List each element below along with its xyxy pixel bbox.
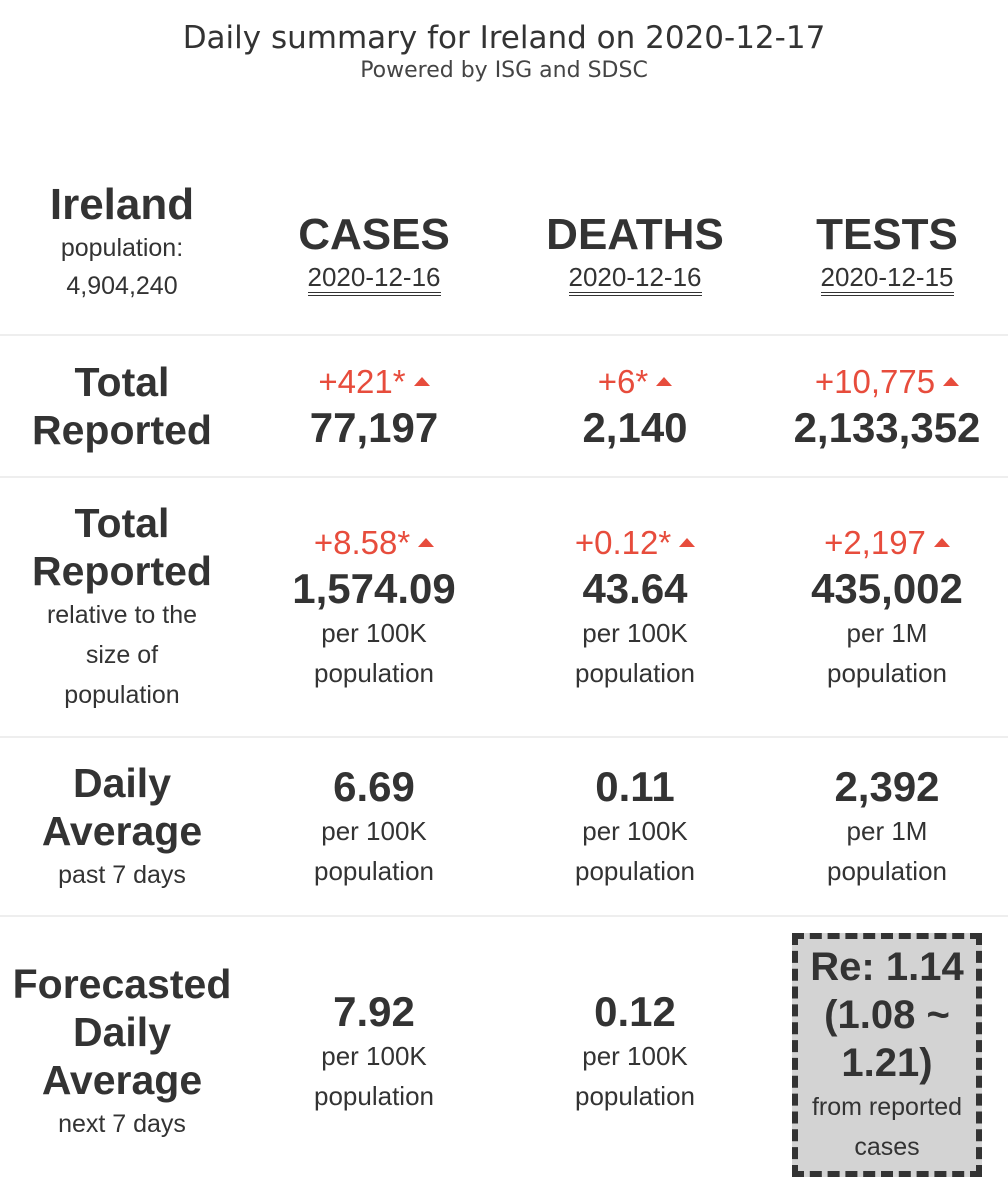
deaths-average-cell: 0.11 per 100K population bbox=[504, 737, 766, 917]
forecast-label-line3: Average bbox=[41, 1057, 203, 1103]
tests-average-cell: 2,392 per 1M population bbox=[766, 737, 1008, 917]
tests-title: TESTS bbox=[816, 210, 958, 259]
cases-relative-value: 1,574.09 bbox=[292, 565, 456, 612]
re-source-line1: from reported bbox=[811, 1093, 963, 1121]
forecast-row: Forecasted Daily Average next 7 days 7.9… bbox=[0, 916, 1008, 1187]
population-label: population: bbox=[60, 234, 184, 262]
country-name: Ireland bbox=[49, 180, 195, 229]
page-title: Daily summary for Ireland on 2020-12-17 bbox=[182, 20, 826, 56]
tests-date: 2020-12-15 bbox=[820, 262, 954, 296]
tests-total-delta: +10,775 bbox=[766, 360, 1008, 404]
triangle-up-icon bbox=[418, 538, 435, 547]
deaths-forecast-value: 0.12 bbox=[594, 988, 676, 1035]
deaths-total-value: 2,140 bbox=[582, 404, 688, 451]
cases-average-unit1: per 100K bbox=[321, 815, 427, 846]
deaths-relative-value: 43.64 bbox=[582, 565, 688, 612]
total-reported-row: Total Reported +421* 77,197 +6* 2,140 +1… bbox=[0, 335, 1008, 478]
forecast-label-line2: Daily bbox=[73, 1009, 171, 1055]
tests-total-cell: +10,775 2,133,352 bbox=[766, 335, 1008, 478]
relative-sub-line3: population bbox=[64, 681, 180, 709]
triangle-up-icon bbox=[943, 377, 960, 386]
total-reported-label: Total Reported bbox=[0, 335, 244, 478]
cases-relative-delta: +8.58* bbox=[244, 521, 504, 565]
relative-sub-line2: size of bbox=[85, 641, 159, 669]
forecast-label: Forecasted Daily Average next 7 days bbox=[0, 916, 244, 1187]
deaths-forecast-unit1: per 100K bbox=[582, 1041, 688, 1071]
relative-sub-line1: relative to the bbox=[46, 601, 198, 629]
re-value: Re: 1.14 bbox=[810, 945, 964, 989]
daily-average-label-line2: Average bbox=[41, 807, 203, 854]
page-subtitle: Powered by ISG and SDSC bbox=[360, 58, 648, 83]
population-value: 4,904,240 bbox=[66, 272, 178, 300]
cases-average-cell: 6.69 per 100K population bbox=[244, 737, 504, 917]
cases-title: CASES bbox=[298, 210, 450, 259]
summary-table: Ireland population: 4,904,240 CASES 2020… bbox=[0, 152, 1008, 1187]
relative-label: Total Reported relative to the size of p… bbox=[0, 477, 244, 738]
cases-total-value: 77,197 bbox=[309, 404, 439, 451]
header: Daily summary for Ireland on 2020-12-17 … bbox=[0, 18, 1008, 84]
total-reported-label-line1: Total bbox=[74, 359, 170, 405]
deaths-title: DEATHS bbox=[546, 210, 724, 259]
cases-forecast-unit1: per 100K bbox=[321, 1041, 427, 1071]
deaths-average-unit1: per 100K bbox=[582, 815, 688, 846]
deaths-date: 2020-12-16 bbox=[568, 262, 702, 296]
relative-row: Total Reported relative to the size of p… bbox=[0, 477, 1008, 738]
forecast-label-line1: Forecasted bbox=[12, 961, 232, 1007]
deaths-total-cell: +6* 2,140 bbox=[504, 335, 766, 478]
deaths-header: DEATHS 2020-12-16 bbox=[504, 152, 766, 336]
daily-average-sub: past 7 days bbox=[58, 860, 186, 889]
deaths-average-value: 0.11 bbox=[595, 762, 675, 810]
cases-total-delta: +421* bbox=[244, 360, 504, 404]
relative-label-line1: Total bbox=[74, 500, 170, 546]
cases-relative-unit1: per 100K bbox=[321, 618, 427, 648]
cases-relative-unit2: population bbox=[314, 658, 434, 688]
tests-average-unit2: population bbox=[827, 855, 947, 886]
triangle-up-icon bbox=[413, 377, 430, 386]
triangle-up-icon bbox=[656, 377, 673, 386]
cases-average-unit2: population bbox=[314, 855, 434, 886]
daily-average-label-line1: Daily bbox=[73, 759, 171, 806]
deaths-average-unit2: population bbox=[575, 855, 695, 886]
re-cell: Re: 1.14 (1.08 ~ 1.21) from reported cas… bbox=[766, 916, 1008, 1187]
cases-forecast-unit2: population bbox=[314, 1081, 434, 1111]
re-box: Re: 1.14 (1.08 ~ 1.21) from reported cas… bbox=[792, 933, 982, 1177]
cases-average-value: 6.69 bbox=[333, 762, 415, 810]
cases-total-cell: +421* 77,197 bbox=[244, 335, 504, 478]
table-header-row: Ireland population: 4,904,240 CASES 2020… bbox=[0, 152, 1008, 336]
cases-date: 2020-12-16 bbox=[307, 262, 441, 296]
cases-header: CASES 2020-12-16 bbox=[244, 152, 504, 336]
tests-relative-delta: +2,197 bbox=[766, 521, 1008, 565]
deaths-total-delta: +6* bbox=[504, 360, 766, 404]
tests-average-unit1: per 1M bbox=[846, 815, 928, 846]
deaths-relative-cell: +0.12* 43.64 per 100K population bbox=[504, 477, 766, 738]
country-cell: Ireland population: 4,904,240 bbox=[0, 152, 244, 336]
tests-average-value: 2,392 bbox=[834, 762, 940, 810]
tests-header: TESTS 2020-12-15 bbox=[766, 152, 1008, 336]
deaths-forecast-unit2: population bbox=[575, 1081, 695, 1111]
daily-average-row: Daily Average past 7 days 6.69 per 100K … bbox=[0, 737, 1008, 917]
tests-relative-value: 435,002 bbox=[811, 565, 963, 612]
cases-forecast-cell: 7.92 per 100K population bbox=[244, 916, 504, 1187]
deaths-relative-unit2: population bbox=[575, 658, 695, 688]
tests-relative-unit1: per 1M bbox=[846, 618, 928, 648]
forecast-sub: next 7 days bbox=[58, 1110, 186, 1138]
tests-relative-unit2: population bbox=[827, 658, 947, 688]
re-interval-line1: (1.08 ~ bbox=[824, 993, 950, 1037]
tests-relative-cell: +2,197 435,002 per 1M population bbox=[766, 477, 1008, 738]
cases-relative-cell: +8.58* 1,574.09 per 100K population bbox=[244, 477, 504, 738]
triangle-up-icon bbox=[933, 538, 950, 547]
relative-label-line2: Reported bbox=[32, 548, 212, 594]
re-interval-line2: 1.21) bbox=[841, 1041, 933, 1085]
deaths-relative-delta: +0.12* bbox=[504, 521, 766, 565]
triangle-up-icon bbox=[679, 538, 696, 547]
tests-total-value: 2,133,352 bbox=[793, 404, 981, 451]
deaths-forecast-cell: 0.12 per 100K population bbox=[504, 916, 766, 1187]
daily-average-label: Daily Average past 7 days bbox=[0, 737, 244, 917]
total-reported-label-line2: Reported bbox=[32, 407, 212, 453]
re-source-line2: cases bbox=[854, 1133, 920, 1161]
cases-forecast-value: 7.92 bbox=[333, 988, 415, 1035]
deaths-relative-unit1: per 100K bbox=[582, 618, 688, 648]
